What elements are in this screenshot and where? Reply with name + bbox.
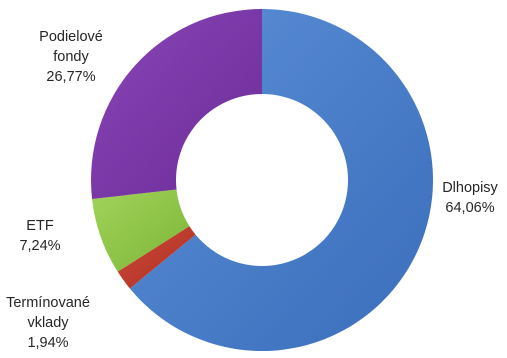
label-podielove-fondy: Podielové fondy 26,77% <box>26 27 116 87</box>
label-etf-name: ETF <box>26 218 54 234</box>
label-dlhopisy-value: 64,06% <box>445 200 495 216</box>
label-podielove-fondy-value: 26,77% <box>46 69 96 85</box>
label-etf: ETF 7,24% <box>10 216 70 256</box>
label-terminovane-vklady-name-2: vklady <box>27 315 69 331</box>
slice-podielove-fondy <box>91 9 262 199</box>
label-podielove-fondy-name-2: fondy <box>53 49 89 65</box>
label-terminovane-vklady: Termínované vklady 1,94% <box>0 293 96 353</box>
label-terminovane-vklady-value: 1,94% <box>27 335 69 351</box>
label-dlhopisy-name: Dlhopisy <box>442 180 498 196</box>
slice-dlhopisy <box>129 9 434 351</box>
label-etf-value: 7,24% <box>19 238 61 254</box>
label-terminovane-vklady-name-1: Termínované <box>6 295 90 311</box>
slice-terminovane-vklady <box>117 226 196 289</box>
label-dlhopisy: Dlhopisy 64,06% <box>424 178 507 218</box>
slice-etf <box>92 189 190 272</box>
label-podielove-fondy-name-1: Podielové <box>39 29 103 45</box>
